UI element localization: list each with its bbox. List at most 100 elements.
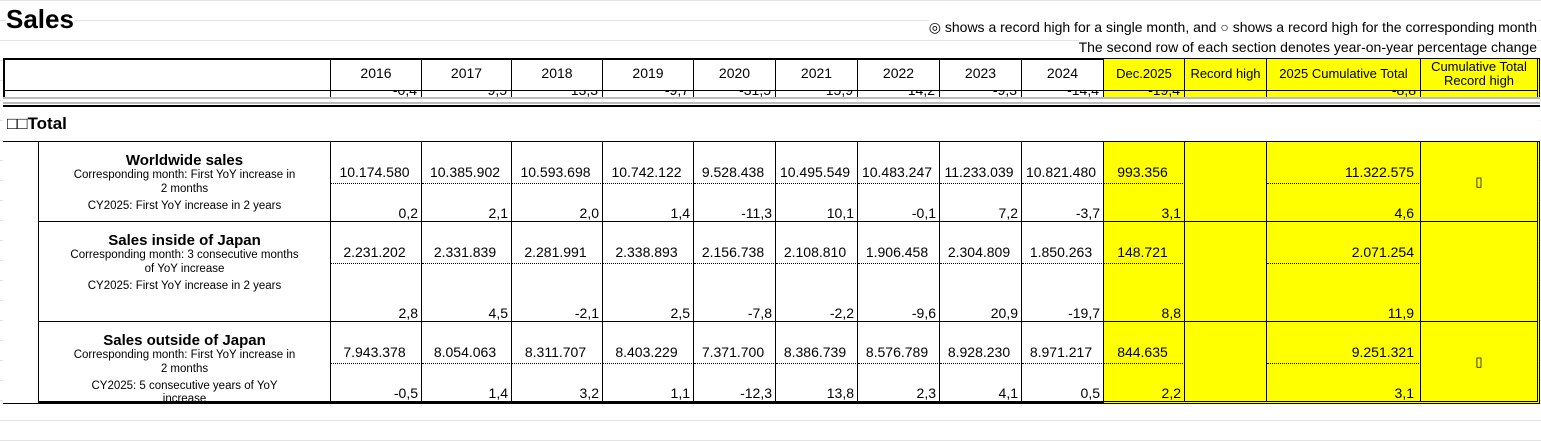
yoy-cell: 2,2 <box>1104 364 1185 402</box>
note: ◎ shows a record high for a single month… <box>928 19 1537 36</box>
yoy-cell: 3,2 <box>512 364 603 402</box>
partial-cell: -9,7 <box>603 91 694 97</box>
row-title: Sales outside of Japan <box>103 332 266 349</box>
record-cell <box>1185 222 1267 322</box>
value-cell: 8.971.217 <box>1022 322 1104 364</box>
yoy-cell: -3,7 <box>1022 184 1104 222</box>
partial-cell <box>3 91 331 97</box>
yoy-cell: 2,5 <box>603 264 694 322</box>
value-cell: 10.385.902 <box>422 142 512 184</box>
value-cell: 2.156.738 <box>694 222 776 264</box>
column-header: 2022 <box>858 58 940 91</box>
yoy-cell: 11,9 <box>1267 264 1421 322</box>
partial-value: -31,5 <box>739 91 771 97</box>
yoy-cell: 2,3 <box>858 364 940 402</box>
partial-cell: 15,9 <box>776 91 858 97</box>
cumulative-record-cell: ▯ <box>1421 322 1538 402</box>
record-cell <box>1185 322 1267 402</box>
partial-cell <box>1185 91 1267 97</box>
value-cell: 7.371.700 <box>694 322 776 364</box>
column-header: 2021 <box>776 58 858 91</box>
column-header: Cumulative Total Record high <box>1421 58 1538 91</box>
partial-cell: -14,4 <box>1022 91 1104 97</box>
partial-cell: -31,5 <box>694 91 776 97</box>
value-cell: 8.054.063 <box>422 322 512 364</box>
yoy-cell: 3,1 <box>1104 184 1185 222</box>
yoy-cell: 1,4 <box>603 184 694 222</box>
yoy-cell: 2,0 <box>512 184 603 222</box>
value-cell: 9.528.438 <box>694 142 776 184</box>
freeze-gap <box>3 104 1540 107</box>
yoy-cell: 7,2 <box>940 184 1022 222</box>
row-note: Corresponding month: First YoY increase … <box>73 349 296 375</box>
value-cell: 10.593.698 <box>512 142 603 184</box>
row-label: Worldwide sales Corresponding month: Firs… <box>39 142 331 222</box>
column-header: 2024 <box>1022 58 1104 91</box>
value-cell: 8.928.230 <box>940 322 1022 364</box>
header-corner <box>3 58 331 91</box>
value-cell: 148.721 <box>1104 222 1185 264</box>
partial-value: 13,3 <box>571 91 598 97</box>
value-cell: 7.943.378 <box>331 322 422 364</box>
partial-cell <box>1421 91 1538 97</box>
value-cell: 2.338.893 <box>603 222 694 264</box>
value-cell: 10.742.122 <box>603 142 694 184</box>
yoy-cell: 1,1 <box>603 364 694 402</box>
partial-value: -9,7 <box>665 91 689 97</box>
partial-cell: -0,4 <box>331 91 422 97</box>
value-cell: 10.821.480 <box>1022 142 1104 184</box>
yoy-cell: 2,8 <box>331 264 422 322</box>
yoy-cell: -2,1 <box>512 264 603 322</box>
value-cell: 8.311.707 <box>512 322 603 364</box>
yoy-cell: 20,9 <box>940 264 1022 322</box>
yoy-cell: -0,1 <box>858 184 940 222</box>
row-label: Sales outside of Japan Corresponding mont… <box>39 322 331 405</box>
partial-value: -14,4 <box>1067 91 1099 97</box>
partial-cell: 9,5 <box>422 91 512 97</box>
yoy-cell: 8,8 <box>1104 264 1185 322</box>
row-note: CY2025: 5 consecutive years of YoY incre… <box>91 379 278 406</box>
yoy-cell: 10,1 <box>776 184 858 222</box>
value-cell: 10.495.549 <box>776 142 858 184</box>
yoy-cell: -7,8 <box>694 264 776 322</box>
column-header: 2018 <box>512 58 603 91</box>
yoy-cell: -12,3 <box>694 364 776 402</box>
record-cell <box>1185 142 1267 222</box>
value-cell: 11.322.575 <box>1267 142 1421 184</box>
column-header: 2016 <box>331 58 422 91</box>
column-header: 2017 <box>422 58 512 91</box>
yoy-cell: 3,1 <box>1267 364 1421 402</box>
yoy-cell: -19,7 <box>1022 264 1104 322</box>
yoy-cell: 0,5 <box>1022 364 1104 402</box>
row-note: Corresponding month: 3 consecutive month… <box>70 249 299 275</box>
note: The second row of each section denotes y… <box>1078 39 1537 55</box>
value-cell: 2.108.810 <box>776 222 858 264</box>
row-note: Corresponding month: First YoY increase … <box>73 169 296 195</box>
yoy-cell: 4,5 <box>422 264 512 322</box>
column-header: 2019 <box>603 58 694 91</box>
row-label: Sales inside of Japan Corresponding month… <box>39 222 331 322</box>
yoy-cell: -9,6 <box>858 264 940 322</box>
partial-cell: -19,4 <box>1104 91 1185 97</box>
partial-value: -9,3 <box>993 91 1017 97</box>
value-cell: 8.403.229 <box>603 322 694 364</box>
column-header: Dec.2025 <box>1104 58 1185 91</box>
value-cell: 10.174.580 <box>331 142 422 184</box>
sheet-title: Sales <box>6 4 74 35</box>
value-cell: 11.233.039 <box>940 142 1022 184</box>
column-header: 2025 Cumulative Total <box>1267 58 1421 91</box>
partial-value: -19,4 <box>1148 91 1180 97</box>
column-header: 2023 <box>940 58 1022 91</box>
cumulative-record-cell <box>1421 222 1538 322</box>
yoy-cell: 4,6 <box>1267 184 1421 222</box>
partial-cell: 13,3 <box>512 91 603 97</box>
yoy-cell: -0,5 <box>331 364 422 402</box>
section-label: □□Total <box>3 107 1540 142</box>
partial-cell: -9,3 <box>940 91 1022 97</box>
value-cell: 1.906.458 <box>858 222 940 264</box>
value-cell: 10.483.247 <box>858 142 940 184</box>
partial-value: 15,9 <box>826 91 853 97</box>
yoy-cell: 0,2 <box>331 184 422 222</box>
